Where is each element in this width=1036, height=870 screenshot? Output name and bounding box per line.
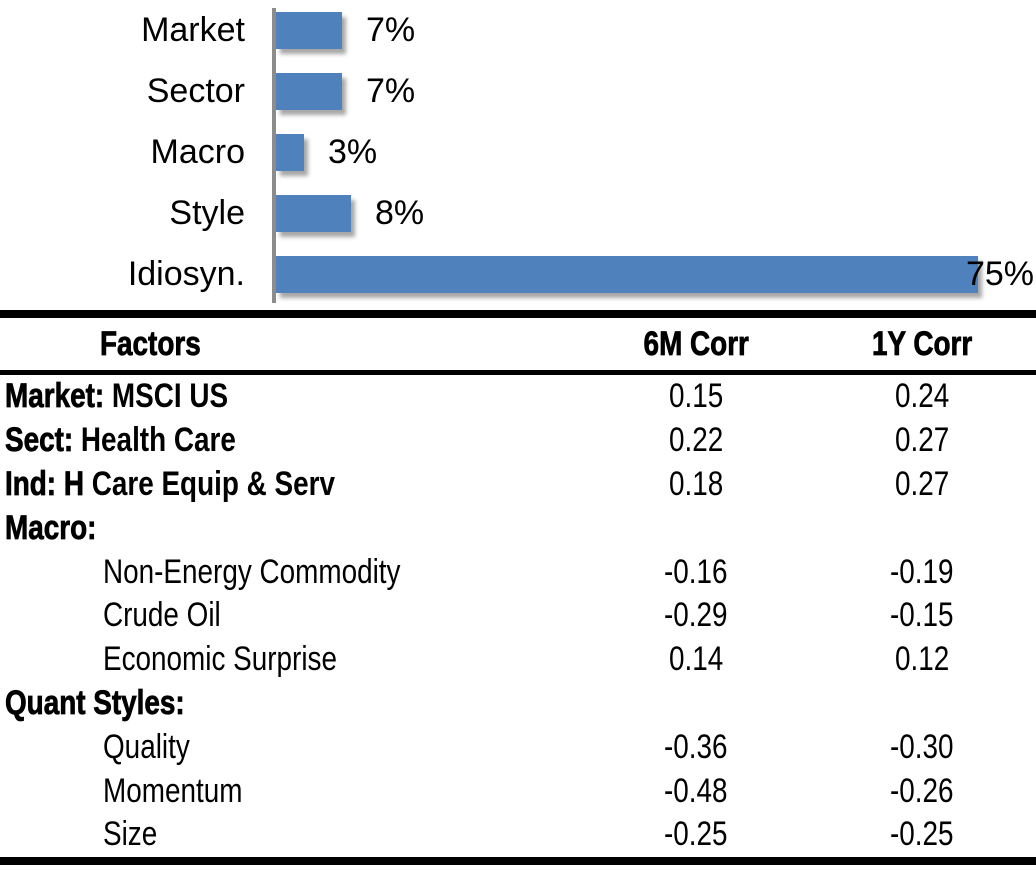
factor-cell: Quality	[0, 728, 570, 767]
factor-name-rest: Health Care	[73, 421, 236, 460]
table-row: Sect: Health Care 0.22 0.27	[0, 419, 1036, 463]
factor-cell: Ind: H Care Equip & Serv	[0, 465, 570, 504]
bar-value-label: 75%	[965, 255, 1034, 293]
corr-6m-cell: -0.29	[664, 596, 728, 635]
corr-1y-cell	[822, 509, 1022, 548]
table-row: Momentum -0.48 -0.26	[0, 769, 1036, 813]
corr-1y-cell: 0.12	[894, 640, 950, 679]
table-row: Crude Oil -0.29 -0.15	[0, 594, 1036, 638]
table-row: Macro:	[0, 506, 1036, 550]
factor-cell: Quant Styles:	[0, 684, 570, 723]
bar-category-label: Macro	[150, 133, 245, 171]
corr-6m-cell: 0.15	[668, 377, 724, 416]
table-border-header	[0, 370, 1036, 375]
corr-1y-cell: -0.25	[890, 815, 954, 854]
table-row: Ind: H Care Equip & Serv 0.18 0.27	[0, 463, 1036, 507]
factor-cell: Size	[0, 815, 570, 854]
vertical-axis-line	[272, 8, 276, 303]
bar	[276, 134, 304, 171]
corr-6m-cell: -0.48	[664, 771, 728, 810]
corr-6m-cell: 0.14	[668, 640, 724, 679]
table-row: Economic Surprise 0.14 0.12	[0, 638, 1036, 682]
corr-6m-cell: 0.22	[668, 421, 724, 460]
risk-decomposition-bar-chart: Market 7% Sector 7% Macro 3% Style 8% Idiosyn. 75…	[0, 0, 1036, 310]
corr-6m-cell: -0.16	[664, 552, 728, 591]
bar-value-label: 8%	[375, 194, 425, 232]
bar-category-label: Market	[141, 11, 245, 49]
bar	[276, 73, 342, 110]
factor-cell: Sect: Health Care	[0, 421, 570, 460]
bar-category-label: Idiosyn.	[127, 255, 245, 293]
bar	[276, 195, 351, 232]
bar-category-label: Style	[169, 194, 245, 232]
table-row: Quality -0.36 -0.30	[0, 725, 1036, 769]
factor-name-rest: Economic Surprise	[103, 640, 337, 679]
factor-cell: Macro:	[0, 508, 570, 548]
bar-value-label: 7%	[366, 11, 416, 49]
table-row: Quant Styles:	[0, 682, 1036, 726]
corr-1y-cell: -0.19	[890, 552, 954, 591]
factor-correlation-table-header: Factors 6M Corr 1Y Corr	[0, 318, 1036, 370]
corr-6m-cell: -0.36	[664, 727, 728, 766]
factor-name-rest: Quality	[103, 727, 190, 766]
corr-1y-cell	[822, 684, 1022, 723]
corr-1y-cell: 0.27	[894, 464, 950, 503]
factor-name-rest: Momentum	[103, 771, 243, 810]
table-border-bottom	[0, 857, 1036, 865]
table-border-top	[0, 310, 1036, 318]
factor-name-bold: Macro:	[5, 508, 97, 547]
factor-name-rest: Size	[103, 815, 158, 854]
col-header-6m-corr: 6M Corr	[643, 324, 749, 363]
corr-6m-cell: -0.25	[664, 815, 728, 854]
factor-cell: Non-Energy Commodity	[0, 553, 570, 592]
factor-cell: Market: MSCI US	[0, 377, 570, 416]
bar-value-label: 7%	[366, 72, 416, 110]
corr-1y-cell: -0.15	[890, 596, 954, 635]
bar-value-label: 3%	[328, 133, 378, 171]
factor-name-bold: Sect:	[5, 421, 74, 460]
factor-name-rest: Non-Energy Commodity	[103, 552, 401, 591]
corr-6m-cell	[606, 509, 786, 548]
corr-1y-cell: -0.26	[890, 771, 954, 810]
factor-name-rest: MSCI US	[104, 377, 229, 416]
corr-6m-cell	[606, 684, 786, 723]
factor-name-bold: Market:	[5, 377, 105, 416]
factor-name-rest: Care Equip & Serv	[83, 464, 335, 503]
corr-1y-cell: 0.24	[894, 377, 950, 416]
table-row: Market: MSCI US 0.15 0.24	[0, 375, 1036, 419]
corr-1y-cell: 0.27	[894, 421, 950, 460]
corr-1y-cell: -0.30	[890, 727, 954, 766]
col-header-factors: Factors	[100, 324, 201, 363]
table-row: Non-Energy Commodity -0.16 -0.19	[0, 550, 1036, 594]
factor-name-rest: Crude Oil	[103, 596, 221, 635]
factor-cell: Economic Surprise	[0, 640, 570, 679]
factor-correlation-table-body: Market: MSCI US 0.15 0.24 Sect: Health C…	[0, 375, 1036, 857]
factor-name-bold: Quant Styles:	[5, 683, 185, 723]
factor-cell: Momentum	[0, 772, 570, 811]
bar-category-label: Sector	[146, 72, 245, 110]
col-header-1y-corr: 1Y Corr	[871, 324, 973, 363]
factor-cell: Crude Oil	[0, 596, 570, 635]
table-row: Size -0.25 -0.25	[0, 813, 1036, 857]
bar	[276, 256, 978, 293]
factor-name-bold: Ind: H	[5, 464, 85, 504]
corr-6m-cell: 0.18	[668, 464, 724, 503]
bar	[276, 12, 342, 49]
